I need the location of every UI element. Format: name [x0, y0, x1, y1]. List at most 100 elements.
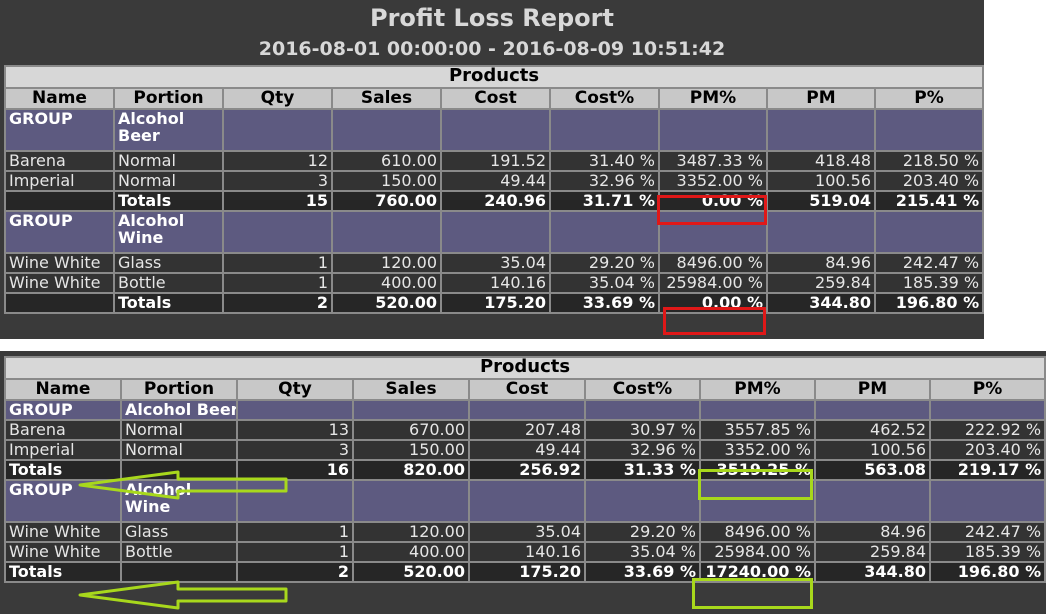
column-header[interactable]: Cost	[468, 378, 586, 401]
column-header[interactable]: Sales	[331, 87, 442, 110]
totals-cost-pct: 33.69 %	[584, 561, 701, 583]
item-qty: 1	[222, 252, 333, 274]
item-portion: Glass	[113, 252, 224, 274]
table-row: Imperial Normal 3 150.00 49.44 32.96 % 3…	[4, 439, 1046, 461]
item-sales: 150.00	[331, 170, 442, 192]
totals-pm: 344.80	[766, 292, 876, 314]
section-title: Products	[3, 356, 1046, 380]
item-p-pct: 203.40 %	[928, 439, 1046, 461]
item-qty: 1	[236, 521, 354, 543]
item-qty: 1	[236, 541, 354, 563]
column-header[interactable]: Qty	[222, 87, 333, 110]
item-pm-pct: 3487.33 %	[658, 150, 768, 172]
item-pm: 84.96	[814, 521, 931, 543]
section-header-row: Products	[3, 65, 985, 89]
item-sales: 400.00	[352, 541, 470, 563]
group-label: GROUP	[4, 210, 115, 254]
item-cost-pct: 35.04 %	[549, 272, 660, 294]
bottom-products-table: Products Name Portion Qty Sales Cost Cos…	[3, 356, 1046, 583]
item-qty: 3	[236, 439, 354, 461]
column-header[interactable]: P%	[873, 87, 985, 110]
totals-sales: 520.00	[331, 292, 442, 314]
section-header-row: Products	[3, 356, 1046, 380]
totals-label: Totals	[113, 190, 224, 212]
totals-label: Totals	[4, 459, 122, 481]
totals-sales: 520.00	[352, 561, 470, 583]
group-row: GROUP Alcohol Beer	[4, 399, 1046, 421]
table-row: Wine White Glass 1 120.00 35.04 29.20 % …	[4, 521, 1046, 543]
column-header[interactable]: Sales	[352, 378, 470, 401]
item-qty: 13	[236, 419, 354, 441]
item-p-pct: 185.39 %	[873, 272, 985, 294]
totals-pm: 344.80	[814, 561, 931, 583]
column-header[interactable]: Cost%	[584, 378, 701, 401]
item-pm-pct: 8496.00 %	[699, 521, 816, 543]
item-qty: 1	[222, 272, 333, 294]
item-cost-pct: 32.96 %	[549, 170, 660, 192]
item-pm: 462.52	[814, 419, 931, 441]
column-header[interactable]: Name	[4, 87, 115, 110]
totals-pm-pct: 17240.00 %	[699, 561, 816, 583]
column-header[interactable]: PM%	[658, 87, 768, 110]
totals-row: Totals 2 520.00 175.20 33.69 % 0.00 % 34…	[4, 292, 985, 314]
totals-qty: 2	[236, 561, 354, 583]
column-header[interactable]: Portion	[120, 378, 238, 401]
item-p-pct: 185.39 %	[928, 541, 1046, 563]
item-cost-pct: 29.20 %	[584, 521, 701, 543]
totals-p-pct: 196.80 %	[928, 561, 1046, 583]
column-header-row: Name Portion Qty Sales Cost Cost% PM% PM…	[4, 87, 985, 110]
group-name: Alcohol Wine	[120, 479, 238, 523]
item-pm: 259.84	[814, 541, 931, 563]
item-cost: 140.16	[468, 541, 586, 563]
item-pm-pct: 3352.00 %	[699, 439, 816, 461]
section-title: Products	[3, 65, 985, 89]
item-cost: 35.04	[468, 521, 586, 543]
table-row: Wine White Bottle 1 400.00 140.16 35.04 …	[4, 272, 985, 294]
item-pm-pct: 25984.00 %	[658, 272, 768, 294]
column-header[interactable]: Qty	[236, 378, 354, 401]
group-label: GROUP	[4, 399, 122, 421]
item-sales: 120.00	[331, 252, 442, 274]
group-label: GROUP	[4, 479, 122, 523]
item-sales: 120.00	[352, 521, 470, 543]
item-portion: Normal	[120, 439, 238, 461]
group-row: GROUP Alcohol Beer	[4, 108, 985, 152]
table-row: Barena Normal 13 670.00 207.48 30.97 % 3…	[4, 419, 1046, 441]
top-products-table: Products Name Portion Qty Sales Cost Cos…	[3, 65, 985, 314]
column-header-row: Name Portion Qty Sales Cost Cost% PM% PM…	[4, 378, 1046, 401]
item-pm: 84.96	[766, 252, 876, 274]
column-header[interactable]: P%	[928, 378, 1046, 401]
item-name: Wine White	[4, 541, 122, 563]
column-header[interactable]: PM	[814, 378, 931, 401]
item-name: Wine White	[4, 252, 115, 274]
item-portion: Normal	[113, 170, 224, 192]
totals-pm-pct: 0.00 %	[658, 292, 768, 314]
column-header[interactable]: Name	[4, 378, 122, 401]
group-label: GROUP	[4, 108, 115, 152]
column-header[interactable]: PM	[766, 87, 876, 110]
item-qty: 12	[222, 150, 333, 172]
item-pm-pct: 8496.00 %	[658, 252, 768, 274]
totals-portion	[120, 459, 238, 481]
column-header[interactable]: Cost	[440, 87, 551, 110]
item-cost: 191.52	[440, 150, 551, 172]
totals-name	[4, 190, 115, 212]
totals-cost: 175.20	[468, 561, 586, 583]
item-name: Barena	[4, 419, 122, 441]
item-pm: 259.84	[766, 272, 876, 294]
column-header[interactable]: PM%	[699, 378, 816, 401]
item-cost: 140.16	[440, 272, 551, 294]
item-cost: 49.44	[468, 439, 586, 461]
table-row: Wine White Glass 1 120.00 35.04 29.20 % …	[4, 252, 985, 274]
item-pm: 100.56	[814, 439, 931, 461]
item-pm: 100.56	[766, 170, 876, 192]
table-row: Barena Normal 12 610.00 191.52 31.40 % 3…	[4, 150, 985, 172]
column-header[interactable]: Cost%	[549, 87, 660, 110]
group-row: GROUP Alcohol Wine	[4, 479, 1046, 523]
table-row: Wine White Bottle 1 400.00 140.16 35.04 …	[4, 541, 1046, 563]
item-cost-pct: 29.20 %	[549, 252, 660, 274]
totals-p-pct: 215.41 %	[873, 190, 985, 212]
totals-sales: 760.00	[331, 190, 442, 212]
column-header[interactable]: Portion	[113, 87, 224, 110]
item-sales: 610.00	[331, 150, 442, 172]
